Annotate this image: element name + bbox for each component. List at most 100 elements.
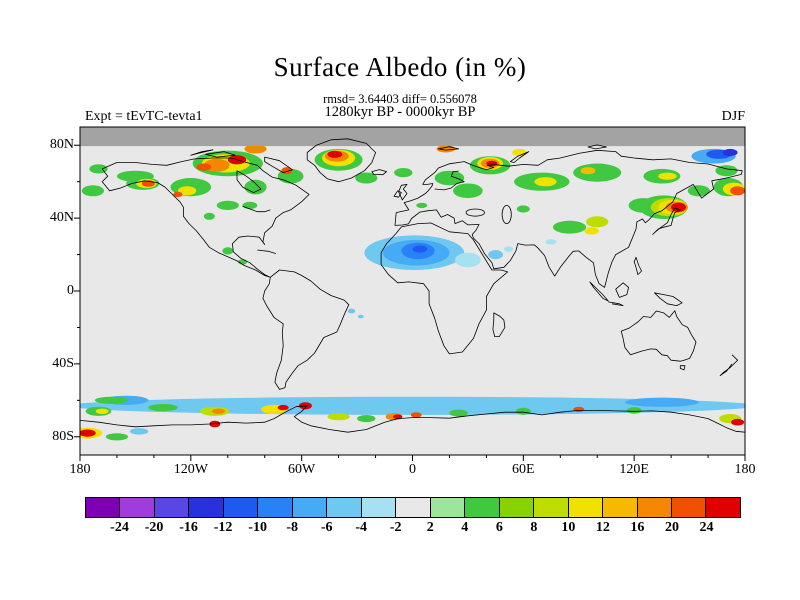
colorbar-label: -16 xyxy=(179,520,198,535)
colorbar-segment xyxy=(602,498,637,517)
anomaly-blob xyxy=(488,250,503,260)
anomaly-blob xyxy=(177,186,197,196)
colorbar-segment xyxy=(670,498,706,517)
coastline xyxy=(679,365,686,371)
anomaly-blob xyxy=(244,144,267,154)
anomaly-blob xyxy=(216,200,239,210)
anomaly-blob xyxy=(731,418,745,426)
anomaly-blob xyxy=(357,314,364,319)
anomaly-blob xyxy=(412,245,428,253)
anomaly-blob xyxy=(148,404,178,412)
colorbar-label: 8 xyxy=(530,520,538,535)
colorbar-label: -12 xyxy=(213,520,233,535)
anomaly-blob xyxy=(95,408,109,414)
coastline xyxy=(465,208,485,217)
coastline xyxy=(264,156,293,173)
coastline xyxy=(434,170,465,191)
coastline xyxy=(438,146,460,151)
anomaly-blob xyxy=(277,404,289,411)
anomaly-blob xyxy=(545,239,557,245)
anomaly-blob xyxy=(416,202,428,209)
anomaly-blob xyxy=(105,433,128,441)
colorbar-labels: -24 -20 -16 -12 -10 -8 -6 -4 -2 2 4 6 8 10 12 16 20 24 xyxy=(0,520,800,542)
anomaly-blob xyxy=(504,246,514,252)
anomaly-blob xyxy=(658,172,677,180)
colorbar-label: 4 xyxy=(461,520,469,535)
coastline xyxy=(652,207,681,235)
colorbar-segment xyxy=(395,498,430,517)
coastline xyxy=(371,169,387,176)
colorbar-segment xyxy=(86,498,120,517)
colorbar-segment xyxy=(360,498,396,517)
coastline xyxy=(398,184,408,201)
colorbar-label: -8 xyxy=(286,520,298,535)
colorbar-label: -6 xyxy=(320,520,333,535)
coastline xyxy=(719,354,738,377)
coastline xyxy=(101,157,310,278)
colorbar-segment xyxy=(533,498,568,517)
anomaly-blob xyxy=(173,191,183,198)
coastline xyxy=(242,205,271,213)
anomaly-blob xyxy=(512,148,527,157)
axis-ticks xyxy=(74,144,746,461)
anomaly-blob xyxy=(722,148,738,157)
anomaly-blob xyxy=(586,216,609,228)
colorbar-segment xyxy=(119,498,154,517)
anomaly-blob xyxy=(327,413,350,421)
colorbar-label: -10 xyxy=(248,520,267,535)
anomaly-blob xyxy=(515,407,531,415)
anomaly-blob xyxy=(584,227,600,235)
anomaly-blob xyxy=(687,185,710,197)
anomaly-blob xyxy=(573,406,585,413)
coastline xyxy=(257,249,276,254)
colorbar-label: 6 xyxy=(495,520,503,535)
colorbar-label: 10 xyxy=(561,520,576,535)
anomaly-blob xyxy=(434,170,465,186)
anomaly-blob xyxy=(552,220,587,234)
colorbar-segment xyxy=(291,498,327,517)
coastline xyxy=(380,222,508,355)
period-line: 1280kyr BP - 0000kyr BP xyxy=(324,104,476,120)
colorbar-segment xyxy=(429,498,465,517)
colorbar xyxy=(85,497,741,518)
anomaly-blob xyxy=(393,414,403,419)
page-title: Surface Albedo (in %) xyxy=(273,52,527,82)
colorbar-segment xyxy=(326,498,361,517)
coastline xyxy=(205,151,236,158)
colorbar-segment xyxy=(636,498,671,517)
anomaly-blob xyxy=(534,177,557,187)
anomaly-blob xyxy=(671,202,686,212)
anomaly-blob xyxy=(516,205,530,213)
coastline xyxy=(80,405,745,433)
anomaly-blob xyxy=(81,185,104,197)
anomaly-blob xyxy=(626,407,642,414)
colorbar-label: -20 xyxy=(144,520,164,535)
coastline xyxy=(306,138,376,183)
coastline xyxy=(510,151,530,163)
anomaly-blob xyxy=(222,247,234,255)
colorbar-segment xyxy=(153,498,189,517)
anomaly-blob xyxy=(347,308,356,314)
anomaly-blob xyxy=(573,163,622,182)
anomaly-blob xyxy=(625,397,699,407)
coastline xyxy=(633,256,642,275)
anomaly-blob xyxy=(455,252,481,268)
coastline xyxy=(620,310,697,362)
season-label: DJF xyxy=(721,109,745,124)
anomaly-blob xyxy=(244,179,267,195)
anomaly-blob xyxy=(89,164,108,174)
anomaly-blob xyxy=(196,163,212,171)
anomaly-blob xyxy=(449,409,468,417)
anomaly-blob xyxy=(715,165,738,177)
colorbar-segment xyxy=(188,498,223,517)
map-layers xyxy=(80,127,745,441)
coastline xyxy=(615,282,629,298)
anomaly-blob xyxy=(242,201,258,209)
anomaly-blob xyxy=(80,429,96,437)
coastline xyxy=(492,312,506,337)
anomaly-blob xyxy=(580,167,596,175)
anomaly-blob xyxy=(212,408,225,414)
coastline xyxy=(501,204,512,224)
experiment-label: Expt = tEvTC-tevta1 xyxy=(85,109,203,124)
